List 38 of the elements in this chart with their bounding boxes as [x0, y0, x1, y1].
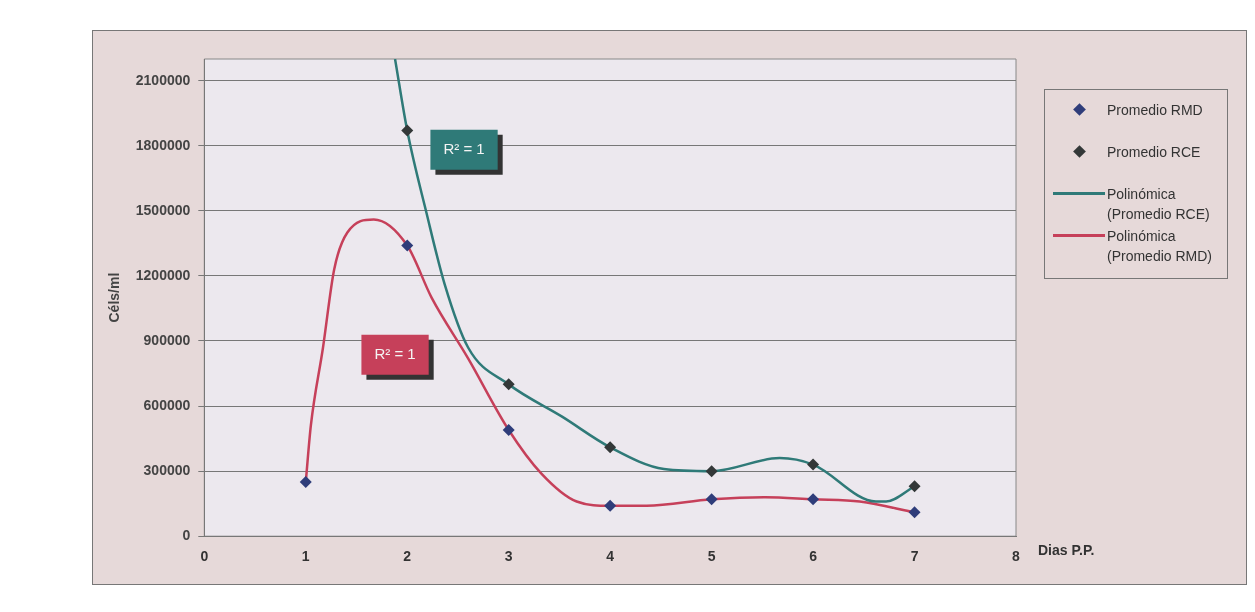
- y-tick-label: 300000: [143, 461, 191, 478]
- point: [502, 378, 515, 391]
- y-tick-label: 600000: [143, 396, 191, 413]
- point: [705, 493, 718, 506]
- point: [908, 480, 921, 493]
- x-axis-title: Dias P.P.: [1038, 542, 1095, 559]
- y-tick-label: 2100000: [135, 71, 191, 88]
- point: [401, 239, 414, 252]
- x-tick-label: 2: [403, 548, 412, 565]
- point: [604, 441, 617, 454]
- x-tick-label: 4: [606, 548, 615, 565]
- y-tick-label: 0: [182, 527, 191, 544]
- x-tick-label: 0: [200, 548, 209, 565]
- x-tick-label: 3: [504, 548, 513, 565]
- x-tick-label: 6: [809, 548, 818, 565]
- point: [401, 124, 414, 137]
- point: [299, 475, 312, 488]
- legend-label: Promedio RCE: [1107, 143, 1201, 162]
- legend-label: Polinómica (Promedio RMD): [1107, 227, 1213, 266]
- point: [604, 499, 617, 512]
- y-tick-label: 1200000: [135, 266, 191, 283]
- x-tick-label: 8: [1012, 548, 1021, 565]
- y-tick-label: 900000: [143, 331, 191, 348]
- x-tick-label: 7: [910, 548, 919, 565]
- x-tick-label: 5: [707, 548, 716, 565]
- legend-label: Promedio RMD: [1107, 101, 1203, 120]
- y-tick-label: 1500000: [135, 201, 191, 218]
- y-axis-title: Céls/ml: [106, 272, 123, 323]
- y-tick-label: 1800000: [135, 136, 191, 153]
- point: [908, 506, 921, 519]
- point: [807, 493, 820, 506]
- legend-label: Polinómica (Promedio RCE): [1107, 185, 1211, 224]
- annotation: R² = 1: [443, 139, 485, 157]
- annotation: R² = 1: [374, 345, 416, 362]
- point: [705, 465, 718, 478]
- point: [807, 458, 820, 471]
- point: [502, 423, 515, 436]
- x-tick-label: 1: [301, 548, 310, 565]
